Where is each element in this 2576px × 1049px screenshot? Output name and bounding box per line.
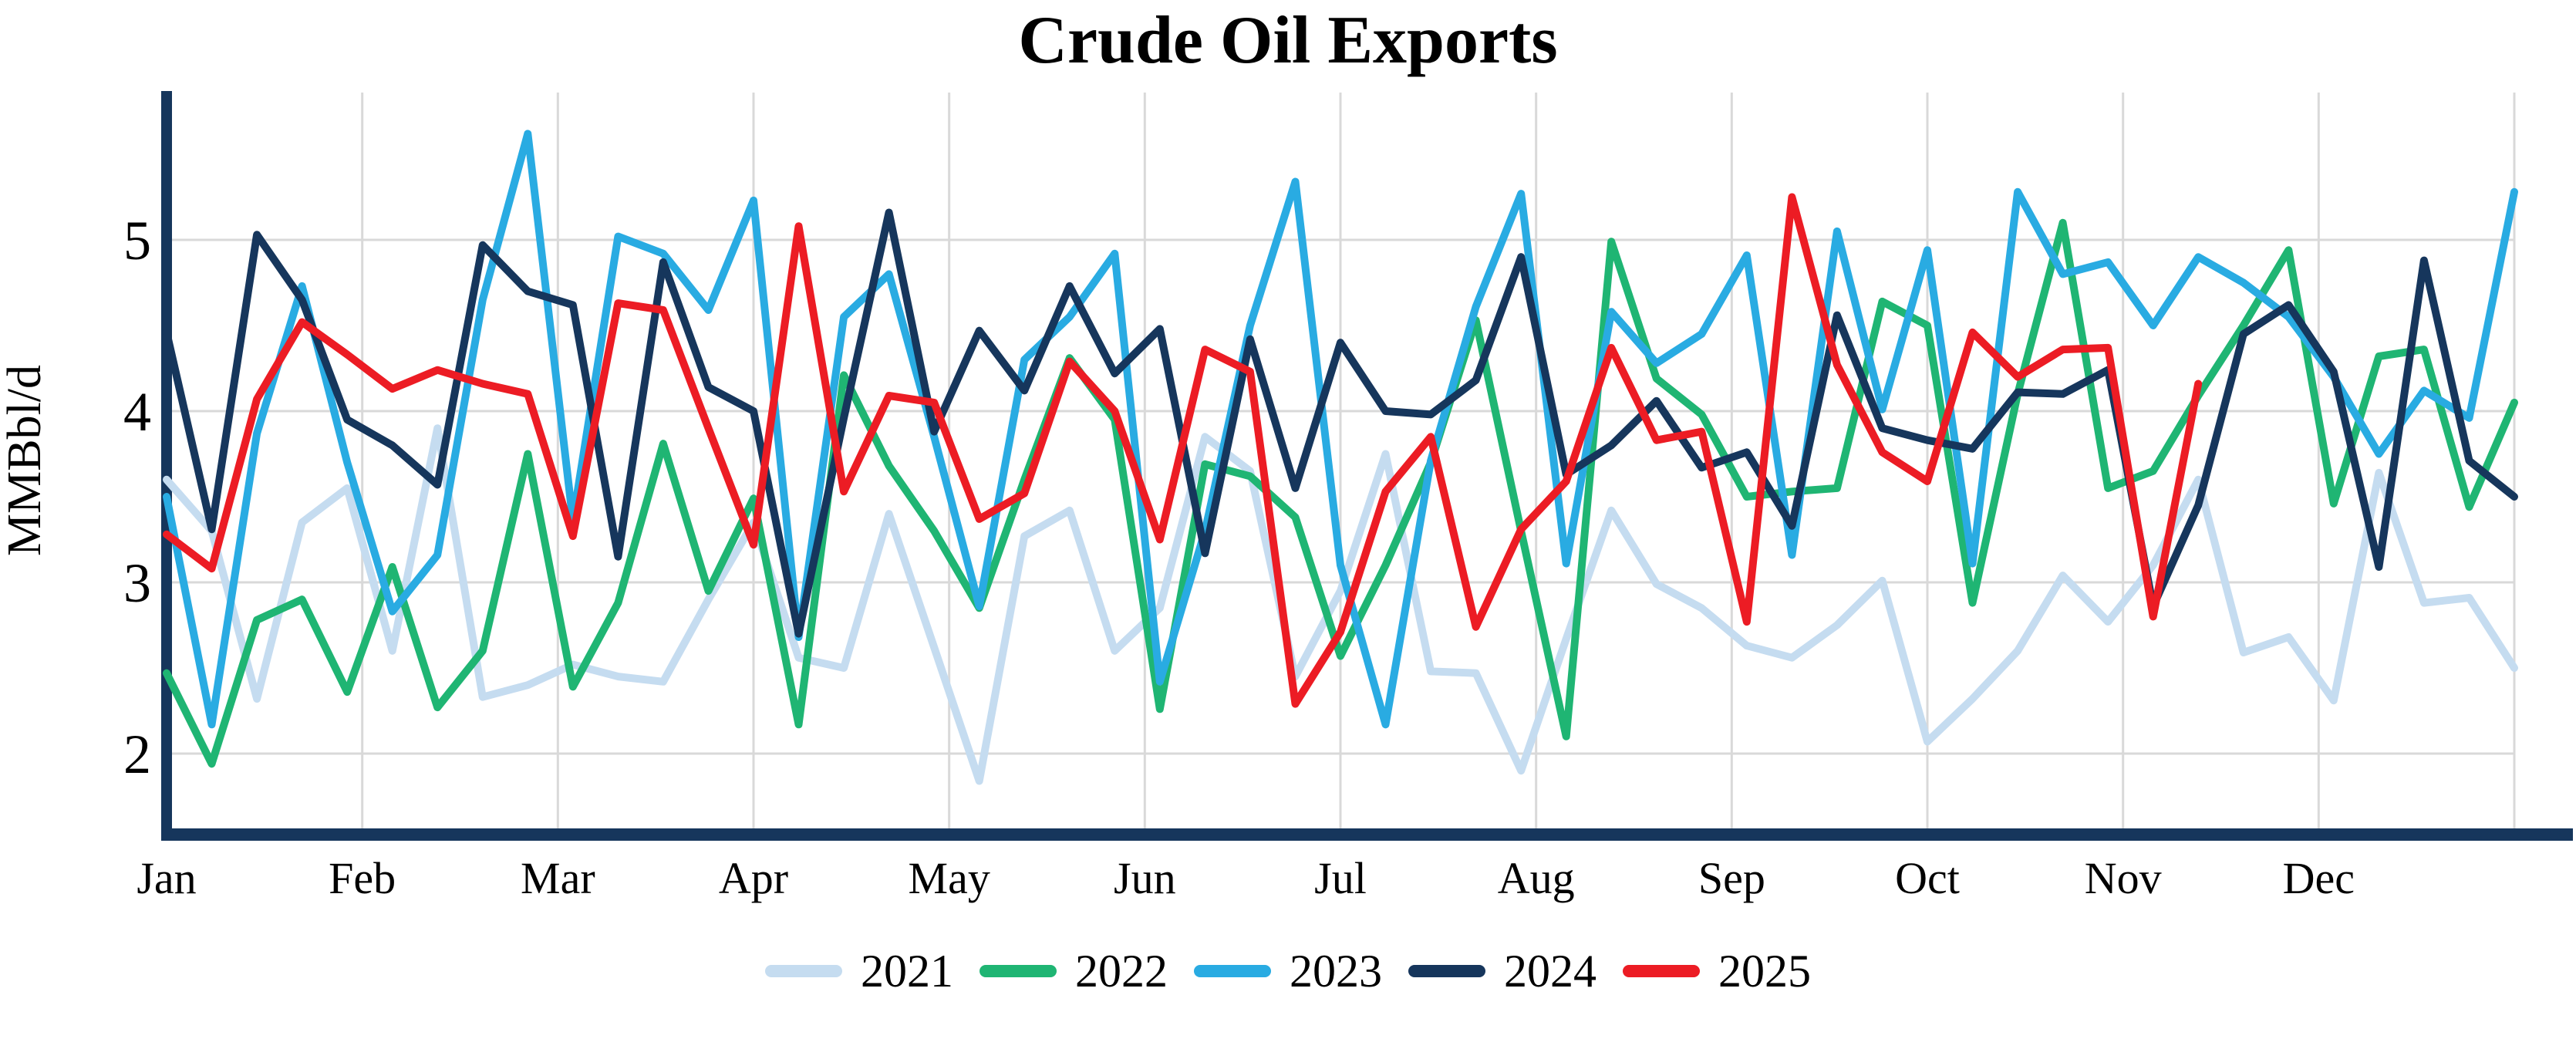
legend-label-2024: 2024 <box>1504 946 1597 997</box>
x-tick-labels: Jan Feb Mar Apr May Jun Jul Aug Sep Oct Nov Dec <box>137 853 2355 903</box>
x-tick-label-may: May <box>909 853 990 903</box>
legend-item-2024: 2024 <box>1408 946 1597 997</box>
legend-item-2023: 2023 <box>1194 946 1382 997</box>
x-tick-label-jun: Jun <box>1114 853 1176 903</box>
y-tick-label-5: 5 <box>123 210 151 272</box>
y-axis-line <box>161 91 172 841</box>
legend-swatch-2025 <box>1623 965 1700 977</box>
x-tick-label-nov: Nov <box>2085 853 2162 903</box>
series-line-2021 <box>163 424 2518 785</box>
legend-swatch-2023 <box>1194 965 1271 977</box>
x-tick-label-oct: Oct <box>1895 853 1960 903</box>
x-tick-label-feb: Feb <box>329 853 396 903</box>
x-tick-label-jul: Jul <box>1314 853 1367 903</box>
y-tick-label-2: 2 <box>123 724 151 785</box>
chart-title: Crude Oil Exports <box>1018 3 1558 78</box>
x-tick-label-apr: Apr <box>719 853 788 903</box>
x-tick-label-sep: Sep <box>1698 853 1765 903</box>
legend-item-2025: 2025 <box>1623 946 1811 997</box>
x-axis-line <box>161 828 2573 841</box>
x-tick-label-aug: Aug <box>1498 853 1575 903</box>
series-lines <box>163 130 2518 785</box>
legend-label-2025: 2025 <box>1718 946 1811 997</box>
x-tick-label-dec: Dec <box>2283 853 2355 903</box>
legend-item-2021: 2021 <box>765 946 953 997</box>
series-line-2023 <box>163 130 2518 729</box>
legend-label-2021: 2021 <box>861 946 953 997</box>
series-line-2022 <box>163 218 2518 768</box>
chart-legend: 2021 2022 2023 2024 2025 <box>0 946 2576 997</box>
axes <box>161 91 2573 841</box>
legend-swatch-2022 <box>979 965 1057 977</box>
x-tick-label-jan: Jan <box>137 853 196 903</box>
y-tick-labels: 2 3 4 5 <box>123 210 151 785</box>
series-line-2025 <box>163 193 2203 708</box>
y-tick-label-3: 3 <box>123 552 151 614</box>
legend-label-2022: 2022 <box>1075 946 1168 997</box>
y-axis-title: MMBbl/d <box>0 365 51 556</box>
legend-swatch-2024 <box>1408 965 1485 977</box>
legend-label-2023: 2023 <box>1290 946 1382 997</box>
legend-item-2022: 2022 <box>979 946 1168 997</box>
x-tick-label-mar: Mar <box>521 853 595 903</box>
y-tick-label-4: 4 <box>123 381 151 443</box>
legend-swatch-2021 <box>765 965 842 977</box>
